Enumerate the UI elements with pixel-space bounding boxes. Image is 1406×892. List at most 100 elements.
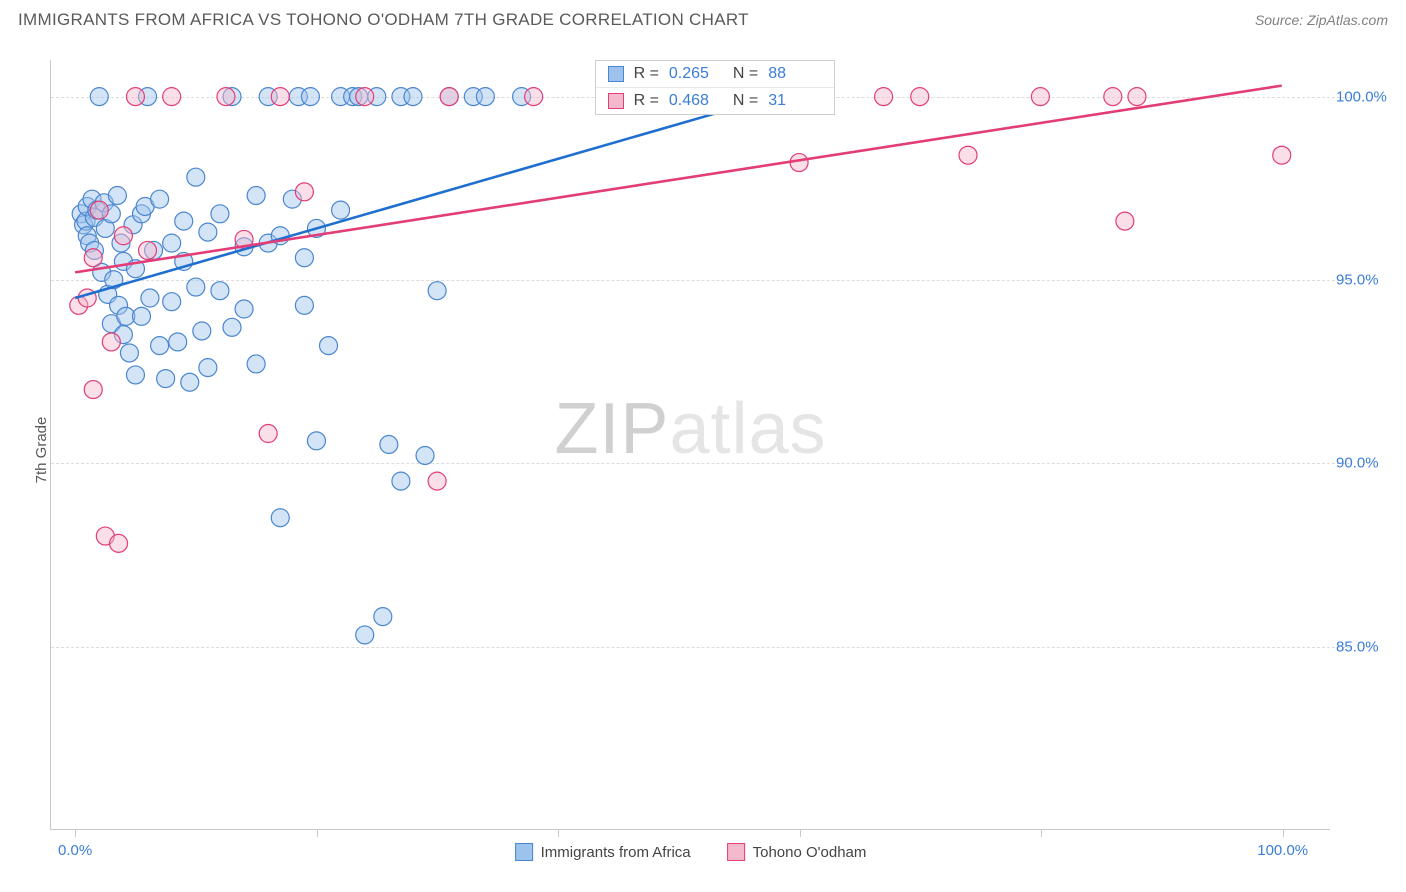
x-tick-label: 0.0%: [58, 842, 92, 859]
scatter-point-africa: [320, 337, 338, 355]
chart-title: IMMIGRANTS FROM AFRICA VS TOHONO O'ODHAM…: [18, 10, 749, 30]
x-tick-label: 100.0%: [1257, 842, 1308, 859]
scatter-point-tohono: [1116, 212, 1134, 230]
y-axis-label: 7th Grade: [33, 417, 50, 484]
scatter-point-tohono: [259, 425, 277, 443]
legend: Immigrants from Africa Tohono O'odham: [515, 843, 867, 861]
swatch-tohono-icon: [608, 93, 624, 109]
scatter-point-africa: [157, 370, 175, 388]
legend-item-africa: Immigrants from Africa: [515, 843, 691, 861]
scatter-point-africa: [374, 608, 392, 626]
scatter-point-africa: [356, 626, 374, 644]
scatter-point-africa: [108, 187, 126, 205]
scatter-point-tohono: [911, 88, 929, 106]
scatter-point-tohono: [428, 472, 446, 490]
scatter-point-africa: [187, 278, 205, 296]
scatter-point-tohono: [271, 88, 289, 106]
scatter-point-africa: [380, 436, 398, 454]
scatter-point-africa: [175, 212, 193, 230]
scatter-point-africa: [271, 509, 289, 527]
scatter-point-africa: [301, 88, 319, 106]
x-tick: [558, 829, 559, 837]
scatter-point-africa: [428, 282, 446, 300]
scatter-point-africa: [307, 432, 325, 450]
scatter-point-africa: [151, 190, 169, 208]
scatter-point-africa: [295, 296, 313, 314]
scatter-point-tohono: [90, 201, 108, 219]
plot-svg: [51, 60, 1330, 829]
scatter-point-africa: [120, 344, 138, 362]
scatter-point-tohono: [110, 534, 128, 552]
x-tick: [1041, 829, 1042, 837]
stats-r-label: R =: [634, 65, 659, 83]
swatch-africa-icon: [608, 66, 624, 82]
scatter-point-tohono: [1031, 88, 1049, 106]
scatter-point-africa: [416, 446, 434, 464]
y-tick-label: 100.0%: [1336, 88, 1398, 105]
scatter-point-tohono: [84, 381, 102, 399]
plot-area: ZIPatlas R =0.265N =88R =0.468N =31 Immi…: [50, 60, 1330, 830]
trend-line-africa: [75, 107, 739, 298]
scatter-point-africa: [211, 205, 229, 223]
legend-label: Immigrants from Africa: [541, 844, 691, 861]
scatter-point-africa: [169, 333, 187, 351]
scatter-point-africa: [295, 249, 313, 267]
scatter-point-africa: [133, 307, 151, 325]
scatter-point-tohono: [139, 241, 157, 259]
scatter-point-africa: [247, 355, 265, 373]
scatter-point-africa: [181, 373, 199, 391]
scatter-point-tohono: [525, 88, 543, 106]
scatter-point-tohono: [959, 146, 977, 164]
chart-container: 7th Grade ZIPatlas R =0.265N =88R =0.468…: [0, 40, 1406, 860]
source-attribution: Source: ZipAtlas.com: [1255, 12, 1388, 28]
scatter-point-tohono: [1273, 146, 1291, 164]
scatter-point-africa: [392, 472, 410, 490]
scatter-point-tohono: [217, 88, 235, 106]
scatter-point-tohono: [163, 88, 181, 106]
scatter-point-africa: [404, 88, 422, 106]
stats-row-africa: R =0.265N =88: [596, 61, 835, 88]
stats-n-value: 31: [768, 92, 822, 110]
stats-n-label: N =: [733, 92, 758, 110]
legend-label: Tohono O'odham: [753, 844, 867, 861]
scatter-point-africa: [332, 201, 350, 219]
legend-item-tohono: Tohono O'odham: [727, 843, 867, 861]
scatter-point-africa: [151, 337, 169, 355]
y-tick-label: 90.0%: [1336, 455, 1398, 472]
scatter-point-tohono: [440, 88, 458, 106]
scatter-point-africa: [247, 187, 265, 205]
scatter-point-tohono: [356, 88, 374, 106]
scatter-point-tohono: [126, 88, 144, 106]
x-tick: [75, 829, 76, 837]
scatter-point-africa: [187, 168, 205, 186]
scatter-point-tohono: [295, 183, 313, 201]
scatter-point-africa: [476, 88, 494, 106]
scatter-point-africa: [126, 366, 144, 384]
scatter-point-africa: [223, 318, 241, 336]
x-tick: [317, 829, 318, 837]
scatter-point-africa: [211, 282, 229, 300]
scatter-point-tohono: [1128, 88, 1146, 106]
scatter-point-africa: [163, 293, 181, 311]
legend-swatch-tohono-icon: [727, 843, 745, 861]
y-tick-label: 85.0%: [1336, 638, 1398, 655]
scatter-point-tohono: [1104, 88, 1122, 106]
scatter-point-africa: [199, 223, 217, 241]
scatter-point-tohono: [84, 249, 102, 267]
scatter-point-africa: [90, 88, 108, 106]
scatter-point-africa: [199, 359, 217, 377]
scatter-point-tohono: [102, 333, 120, 351]
stats-row-tohono: R = 0.468 N = 31: [596, 88, 835, 114]
y-tick-label: 95.0%: [1336, 272, 1398, 289]
stats-n-label: N =: [733, 65, 758, 83]
x-tick: [800, 829, 801, 837]
legend-swatch-africa-icon: [515, 843, 533, 861]
x-tick: [1283, 829, 1284, 837]
stats-r-value: 0.468: [669, 92, 723, 110]
scatter-point-tohono: [114, 227, 132, 245]
scatter-point-africa: [235, 300, 253, 318]
stats-r-label: R =: [634, 92, 659, 110]
scatter-point-tohono: [875, 88, 893, 106]
scatter-point-africa: [163, 234, 181, 252]
scatter-point-africa: [193, 322, 211, 340]
